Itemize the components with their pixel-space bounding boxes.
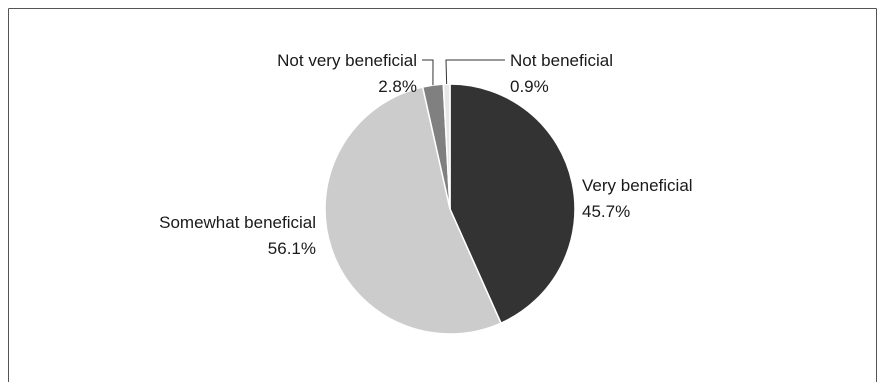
slice-label-not-very-beneficial: Not very beneficial [277,51,417,70]
slice-value-not-beneficial: 0.9% [510,77,549,96]
leader-line-not-very-beneficial [422,59,434,86]
slice-value-very-beneficial: 45.7% [582,202,630,221]
slice-value-not-very-beneficial: 2.8% [378,77,417,96]
slice-label-very-beneficial: Very beneficial [582,176,693,195]
pie-slice-very-beneficial [449,83,576,325]
pie-slice-somewhat-beneficial [324,86,502,335]
slice-label-not-beneficial: Not beneficial [510,51,613,70]
slice-value-somewhat-beneficial: 56.1% [268,239,316,258]
slice-label-somewhat-beneficial: Somewhat beneficial [159,213,316,232]
leader-line-not-beneficial [445,59,505,85]
